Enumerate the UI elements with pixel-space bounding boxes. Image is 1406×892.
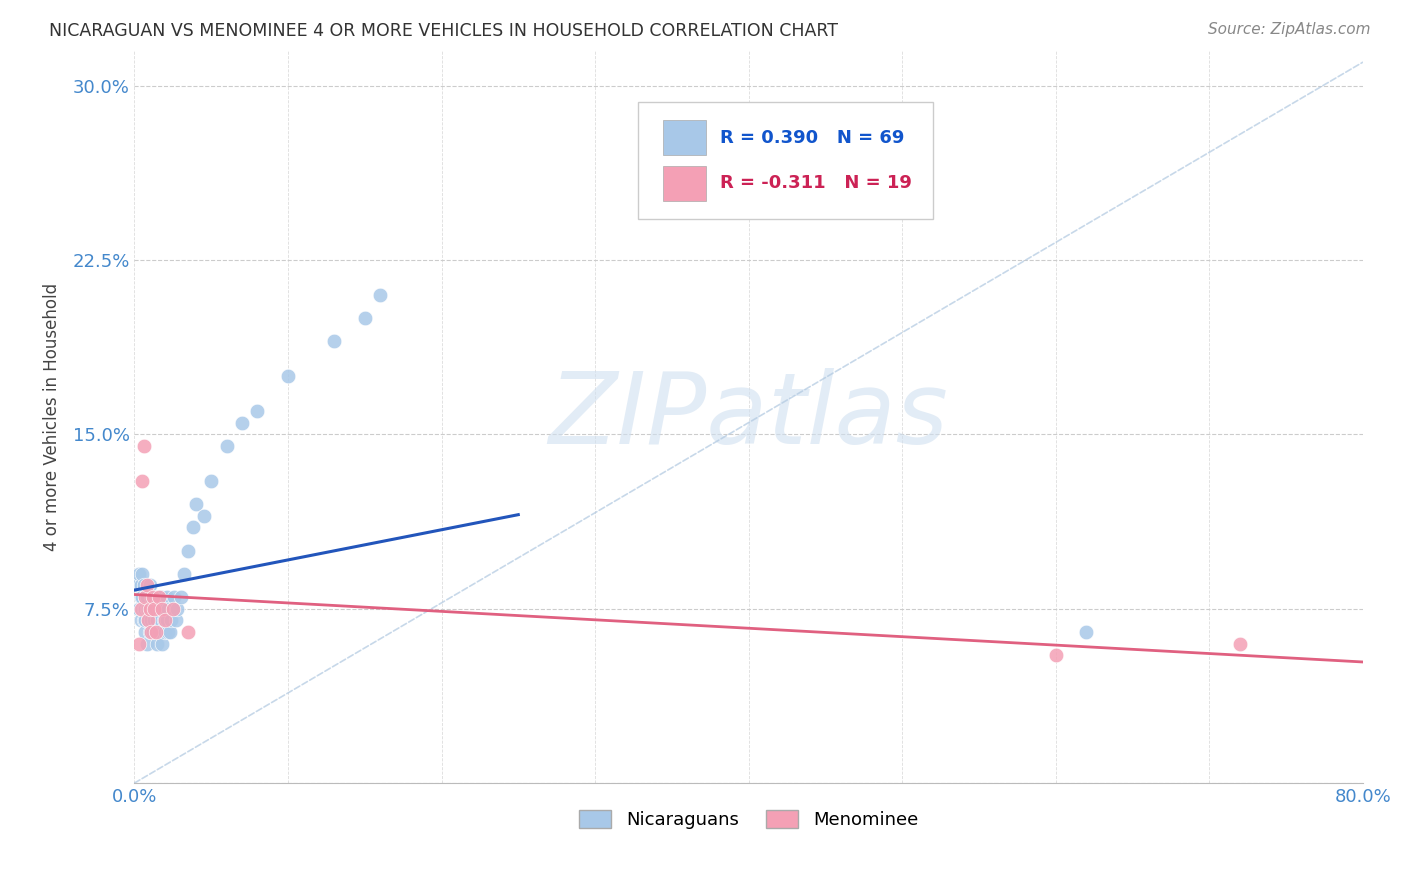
Legend: Nicaraguans, Menominee: Nicaraguans, Menominee xyxy=(572,803,925,837)
Point xyxy=(128,636,150,650)
Point xyxy=(131,474,153,488)
Point xyxy=(136,613,159,627)
Point xyxy=(135,590,157,604)
Point xyxy=(128,601,150,615)
Point xyxy=(135,601,157,615)
Point xyxy=(1229,636,1251,650)
Point xyxy=(177,624,200,639)
Point xyxy=(146,636,169,650)
Point xyxy=(173,566,195,581)
Point xyxy=(143,590,166,604)
Text: Source: ZipAtlas.com: Source: ZipAtlas.com xyxy=(1208,22,1371,37)
Point xyxy=(148,601,170,615)
Point xyxy=(277,369,299,384)
FancyBboxPatch shape xyxy=(662,166,706,201)
Point xyxy=(139,601,162,615)
Point xyxy=(134,624,156,639)
Point xyxy=(134,613,156,627)
Point xyxy=(131,601,153,615)
Point xyxy=(145,624,167,639)
Point xyxy=(129,578,152,592)
Point xyxy=(231,416,253,430)
FancyBboxPatch shape xyxy=(638,102,932,219)
Point xyxy=(134,590,156,604)
Point xyxy=(162,601,184,615)
Point xyxy=(149,590,172,604)
Point xyxy=(139,578,162,592)
Point xyxy=(368,287,391,301)
Text: R = 0.390   N = 69: R = 0.390 N = 69 xyxy=(720,128,904,147)
Point xyxy=(142,590,165,604)
Point xyxy=(136,601,159,615)
Point xyxy=(181,520,204,534)
Point xyxy=(184,497,207,511)
Point xyxy=(148,624,170,639)
Point xyxy=(200,474,222,488)
Point xyxy=(163,590,186,604)
Point xyxy=(127,578,149,592)
Point xyxy=(132,613,155,627)
Point xyxy=(159,624,181,639)
Point xyxy=(1076,624,1098,639)
Point xyxy=(353,311,375,326)
Text: ZIPatlas: ZIPatlas xyxy=(548,368,949,466)
Point xyxy=(193,508,215,523)
Point xyxy=(157,624,180,639)
Point xyxy=(141,613,163,627)
Point xyxy=(141,590,163,604)
Point xyxy=(136,613,159,627)
Point xyxy=(157,601,180,615)
Point xyxy=(135,578,157,592)
Point xyxy=(131,566,153,581)
Point xyxy=(150,601,173,615)
Point xyxy=(135,636,157,650)
Point xyxy=(129,601,152,615)
Point xyxy=(146,613,169,627)
Point xyxy=(142,601,165,615)
Point xyxy=(166,601,188,615)
Point xyxy=(165,613,187,627)
Point xyxy=(162,601,184,615)
Point xyxy=(160,613,183,627)
Point xyxy=(131,590,153,604)
Point xyxy=(149,613,172,627)
Point xyxy=(134,601,156,615)
Point xyxy=(153,601,176,615)
Text: NICARAGUAN VS MENOMINEE 4 OR MORE VEHICLES IN HOUSEHOLD CORRELATION CHART: NICARAGUAN VS MENOMINEE 4 OR MORE VEHICL… xyxy=(49,22,838,40)
Point xyxy=(215,439,238,453)
Point xyxy=(143,601,166,615)
Point xyxy=(145,601,167,615)
Point xyxy=(139,601,162,615)
Point xyxy=(150,601,173,615)
FancyBboxPatch shape xyxy=(662,120,706,155)
Point xyxy=(148,590,170,604)
Point xyxy=(129,613,152,627)
Point xyxy=(129,590,152,604)
Point xyxy=(323,334,346,349)
Point xyxy=(156,590,179,604)
Point xyxy=(132,439,155,453)
Point xyxy=(150,636,173,650)
Point xyxy=(152,613,174,627)
Point xyxy=(145,624,167,639)
Text: R = -0.311   N = 19: R = -0.311 N = 19 xyxy=(720,174,912,193)
Point xyxy=(153,624,176,639)
Y-axis label: 4 or more Vehicles in Household: 4 or more Vehicles in Household xyxy=(44,283,60,551)
Point xyxy=(169,590,191,604)
Point xyxy=(128,566,150,581)
Point xyxy=(132,578,155,592)
Point xyxy=(132,601,155,615)
Point xyxy=(142,624,165,639)
Point xyxy=(177,543,200,558)
Point xyxy=(156,613,179,627)
Point xyxy=(146,590,169,604)
Point xyxy=(1045,648,1067,662)
Point xyxy=(139,624,162,639)
Point xyxy=(143,613,166,627)
Point xyxy=(134,590,156,604)
Point xyxy=(141,624,163,639)
Point xyxy=(246,404,269,418)
Point xyxy=(153,613,176,627)
